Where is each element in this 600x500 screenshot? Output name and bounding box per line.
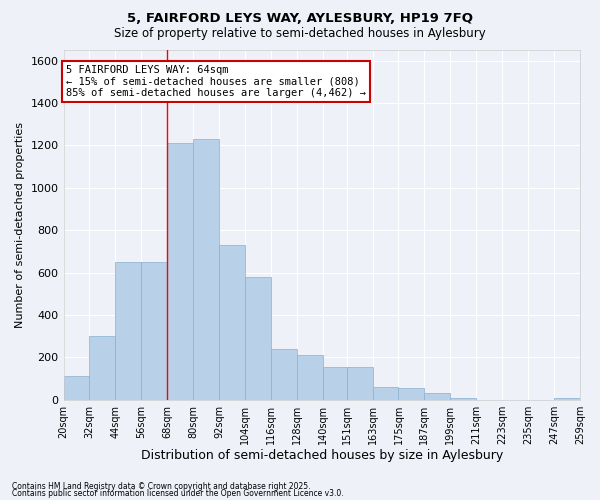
Bar: [115, 262, 142, 400]
Bar: [64, 376, 89, 400]
Bar: [323, 367, 347, 400]
Text: Size of property relative to semi-detached houses in Aylesbury: Size of property relative to semi-detach…: [114, 28, 486, 40]
Text: Contains public sector information licensed under the Open Government Licence v3: Contains public sector information licen…: [12, 489, 344, 498]
Bar: [89, 336, 115, 400]
Bar: [398, 388, 424, 400]
Bar: [424, 394, 451, 400]
Bar: [271, 349, 297, 400]
Bar: [193, 139, 219, 400]
Bar: [297, 355, 323, 400]
Text: 5 FAIRFORD LEYS WAY: 64sqm
← 15% of semi-detached houses are smaller (808)
85% o: 5 FAIRFORD LEYS WAY: 64sqm ← 15% of semi…: [66, 65, 366, 98]
Bar: [451, 398, 476, 400]
Bar: [554, 398, 580, 400]
X-axis label: Distribution of semi-detached houses by size in Aylesbury: Distribution of semi-detached houses by …: [140, 450, 503, 462]
Y-axis label: Number of semi-detached properties: Number of semi-detached properties: [15, 122, 25, 328]
Bar: [245, 277, 271, 400]
Text: 5, FAIRFORD LEYS WAY, AYLESBURY, HP19 7FQ: 5, FAIRFORD LEYS WAY, AYLESBURY, HP19 7F…: [127, 12, 473, 26]
Bar: [142, 262, 167, 400]
Bar: [219, 245, 245, 400]
Text: Contains HM Land Registry data © Crown copyright and database right 2025.: Contains HM Land Registry data © Crown c…: [12, 482, 311, 491]
Bar: [347, 367, 373, 400]
Bar: [373, 387, 398, 400]
Bar: [167, 144, 193, 400]
